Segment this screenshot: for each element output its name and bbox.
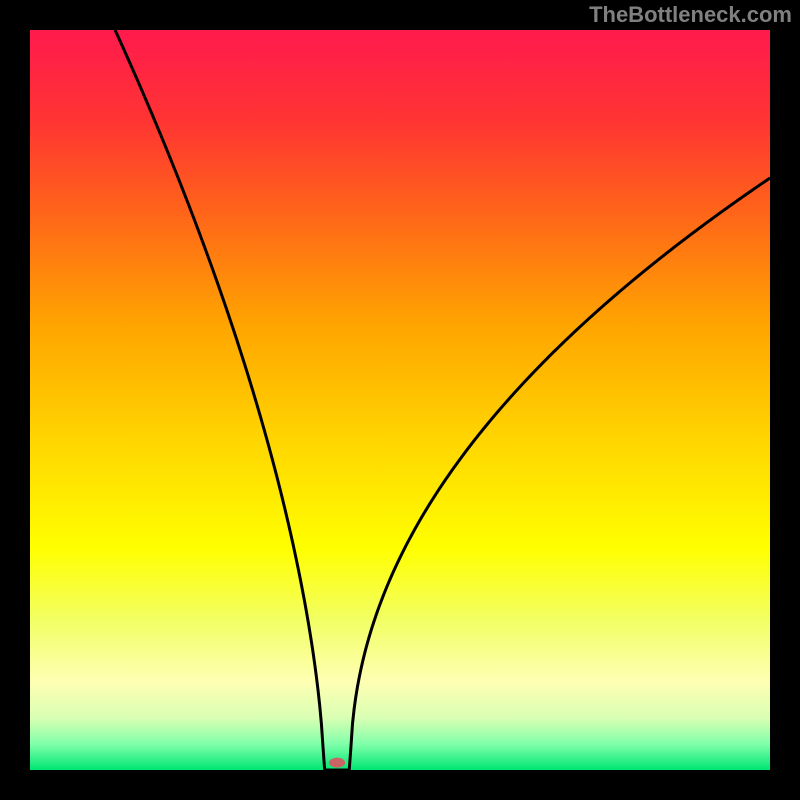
chart-container: TheBottleneck.com xyxy=(0,0,800,800)
watermark-label: TheBottleneck.com xyxy=(589,2,792,28)
optimal-point-marker xyxy=(329,758,345,768)
bottleneck-chart xyxy=(0,0,800,800)
chart-background xyxy=(30,30,770,770)
